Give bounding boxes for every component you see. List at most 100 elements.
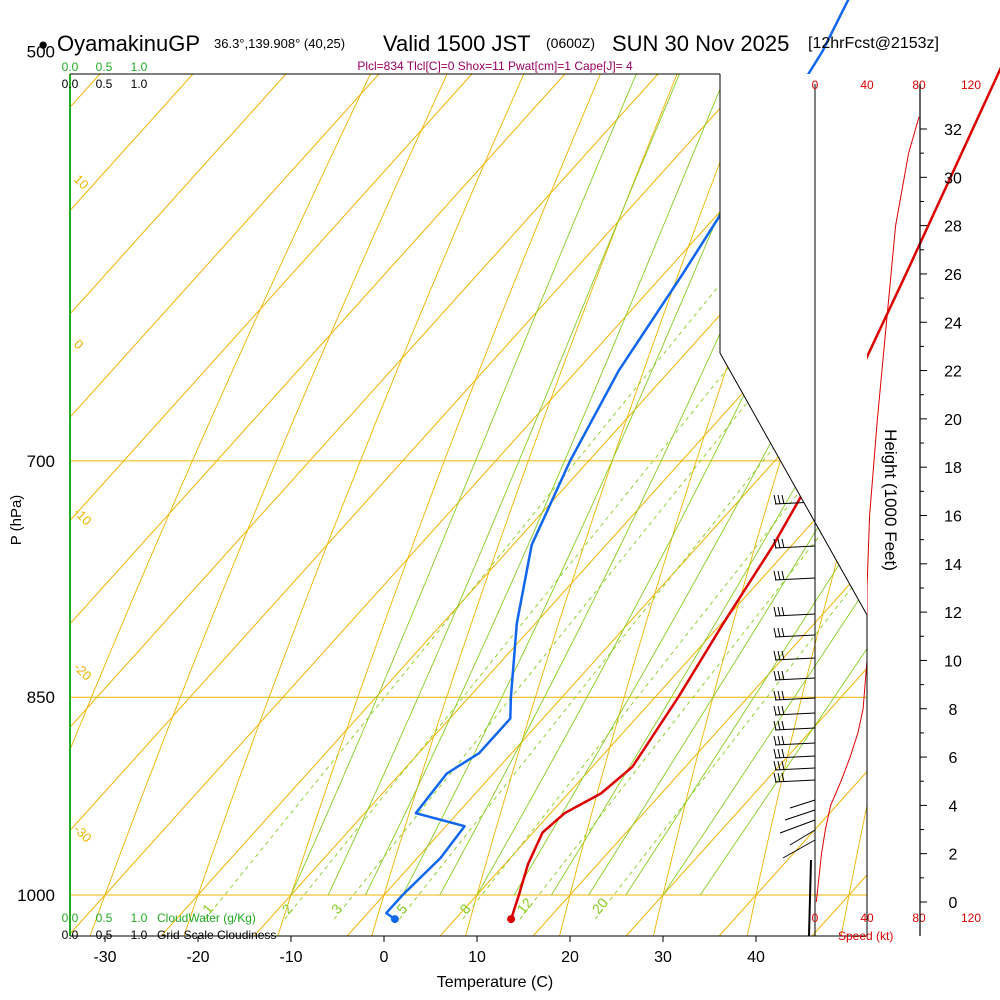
station-name: OyamakinuGP: [57, 31, 200, 56]
wind-barb: [773, 538, 816, 549]
wind-barb-low: [789, 829, 816, 846]
wind-barb: [773, 748, 816, 759]
wind-barb-feather: [781, 538, 785, 549]
cloudwater-top-tick: 0.0: [62, 60, 79, 74]
dewpoint-surface-dot: [390, 915, 399, 924]
dry-adiabat-line: [746, 449, 867, 936]
isotherm-line: [253, 254, 867, 936]
dry-adiabat-line: [277, 74, 601, 936]
isotherm-line: [0, 0, 738, 954]
station-coords: 36.3°,139.908° (40,25): [214, 36, 345, 51]
moist-adiabat-line: [662, 586, 867, 896]
wind-barb-feather: [773, 570, 777, 581]
mixing-ratio-label: 3: [328, 901, 345, 917]
wind-barb-feather: [777, 748, 781, 759]
wind-barb-feather: [781, 570, 785, 581]
pressure-tick-label: 850: [27, 688, 55, 707]
isotherm-line: [346, 357, 867, 936]
wind-speed-line: [815, 116, 920, 903]
wind-barb: [773, 690, 816, 701]
wind-barb-feather: [773, 690, 777, 701]
x-tick-label: 30: [654, 949, 672, 966]
height-tick-label: 18: [944, 460, 962, 477]
speed-axis-title: Speed (kt): [838, 929, 893, 943]
dry-adiabat-line: [183, 74, 525, 936]
wind-barb-feather: [781, 748, 785, 759]
wind-barb-staff: [774, 545, 816, 549]
moist-adiabat-line: [327, 74, 680, 896]
valid-date: SUN 30 Nov 2025: [612, 31, 789, 56]
wind-barb-feather: [777, 650, 781, 661]
wind-barb-feather: [781, 627, 785, 638]
dry-adiabat-line: [465, 74, 755, 936]
wind-barb: [773, 772, 816, 783]
height-tick-label: 16: [944, 509, 962, 526]
moist-adiabat-line: [699, 647, 867, 896]
wind-barb: [773, 670, 816, 681]
wind-barb-staff: [774, 697, 816, 701]
wind-barb: [773, 627, 816, 638]
axes-frame: 123581220100-10-20-300102030-30-20-10010…: [17, 42, 981, 966]
wind-barb-feather: [773, 670, 777, 681]
wind-barb-feather: [781, 735, 785, 746]
wind-barb: [773, 760, 816, 771]
wind-barb-feather: [781, 772, 785, 783]
x-tick-label: -20: [186, 949, 209, 966]
temperature-surface-dot: [507, 915, 516, 924]
wind-barb: [773, 720, 816, 731]
wind-barb-staff: [774, 742, 816, 746]
mixing-ratio-label: 20: [589, 895, 611, 917]
speed-top-tick: 120: [961, 78, 981, 92]
wind-barb: [773, 650, 816, 661]
wind-barb-feather: [781, 705, 785, 716]
wind-barb-staff: [774, 677, 816, 681]
wind-barb: [773, 606, 816, 617]
height-tick-label: 12: [944, 605, 962, 622]
wind-barb-feather: [773, 650, 777, 661]
wind-barb-feather: [773, 538, 777, 549]
isotherm-line: [160, 150, 867, 936]
mixing-ratio-line: [204, 103, 867, 920]
wind-barb-feather: [777, 494, 781, 505]
wind-barb-staff: [774, 634, 816, 638]
wind-barb-staff: [774, 657, 816, 661]
wind-barb-feather: [773, 735, 777, 746]
wind-barb: [773, 705, 816, 716]
header-dot: ●: [38, 35, 48, 54]
speed-bottom-tick: 0: [812, 911, 819, 925]
valid-time: Valid 1500 JST: [383, 31, 531, 56]
wind-barb-feather: [777, 627, 781, 638]
height-tick-label: 0: [949, 895, 958, 912]
wind-barb-feather: [781, 670, 785, 681]
cloudwater-top-tick: 1.0: [131, 60, 148, 74]
moist-adiabat-line: [551, 360, 867, 896]
forecast-info: [12hrFcst@2153z]: [808, 35, 939, 52]
height-tick-label: 30: [944, 170, 962, 187]
wind-barb-feather: [773, 760, 777, 771]
isotherm-line: [70, 74, 659, 728]
wind-barb-low: [784, 809, 816, 821]
height-tick-label: 32: [944, 122, 962, 139]
cloudwater-label: CloudWater (g/Kg): [157, 911, 256, 925]
wind-barb-feather: [777, 772, 781, 783]
height-axis-title: Height (1000 Feet): [881, 429, 900, 571]
cloudiness-top-tick: 0.0: [62, 77, 79, 91]
isotherm-label: -20: [71, 660, 95, 684]
dry-adiabat-line: [89, 74, 448, 936]
wind-barb-feather: [773, 748, 777, 759]
mixing-ratio-label: 2: [279, 901, 296, 917]
wind-barb-low: [782, 839, 816, 859]
wind-barb-staff: [774, 779, 816, 783]
wind-barb-feather: [777, 690, 781, 701]
moist-adiabat-line: [364, 74, 727, 896]
cloudwater-top-tick: 0.5: [96, 60, 113, 74]
speed-bottom-tick: 80: [912, 911, 926, 925]
speed-top-tick: 40: [860, 78, 874, 92]
wind-barb-staff: [774, 613, 816, 617]
moist-adiabat-line: [588, 445, 867, 896]
wind-barb-feather: [773, 772, 777, 783]
wind-barb-feather: [781, 494, 785, 505]
x-tick-label: 10: [468, 949, 486, 966]
cloudwater-bottom-tick: 1.0: [131, 911, 148, 925]
stability-indices: Plcl=834 Tlcl[C]=0 Shox=11 Pwat[cm]=1 Ca…: [357, 59, 633, 73]
